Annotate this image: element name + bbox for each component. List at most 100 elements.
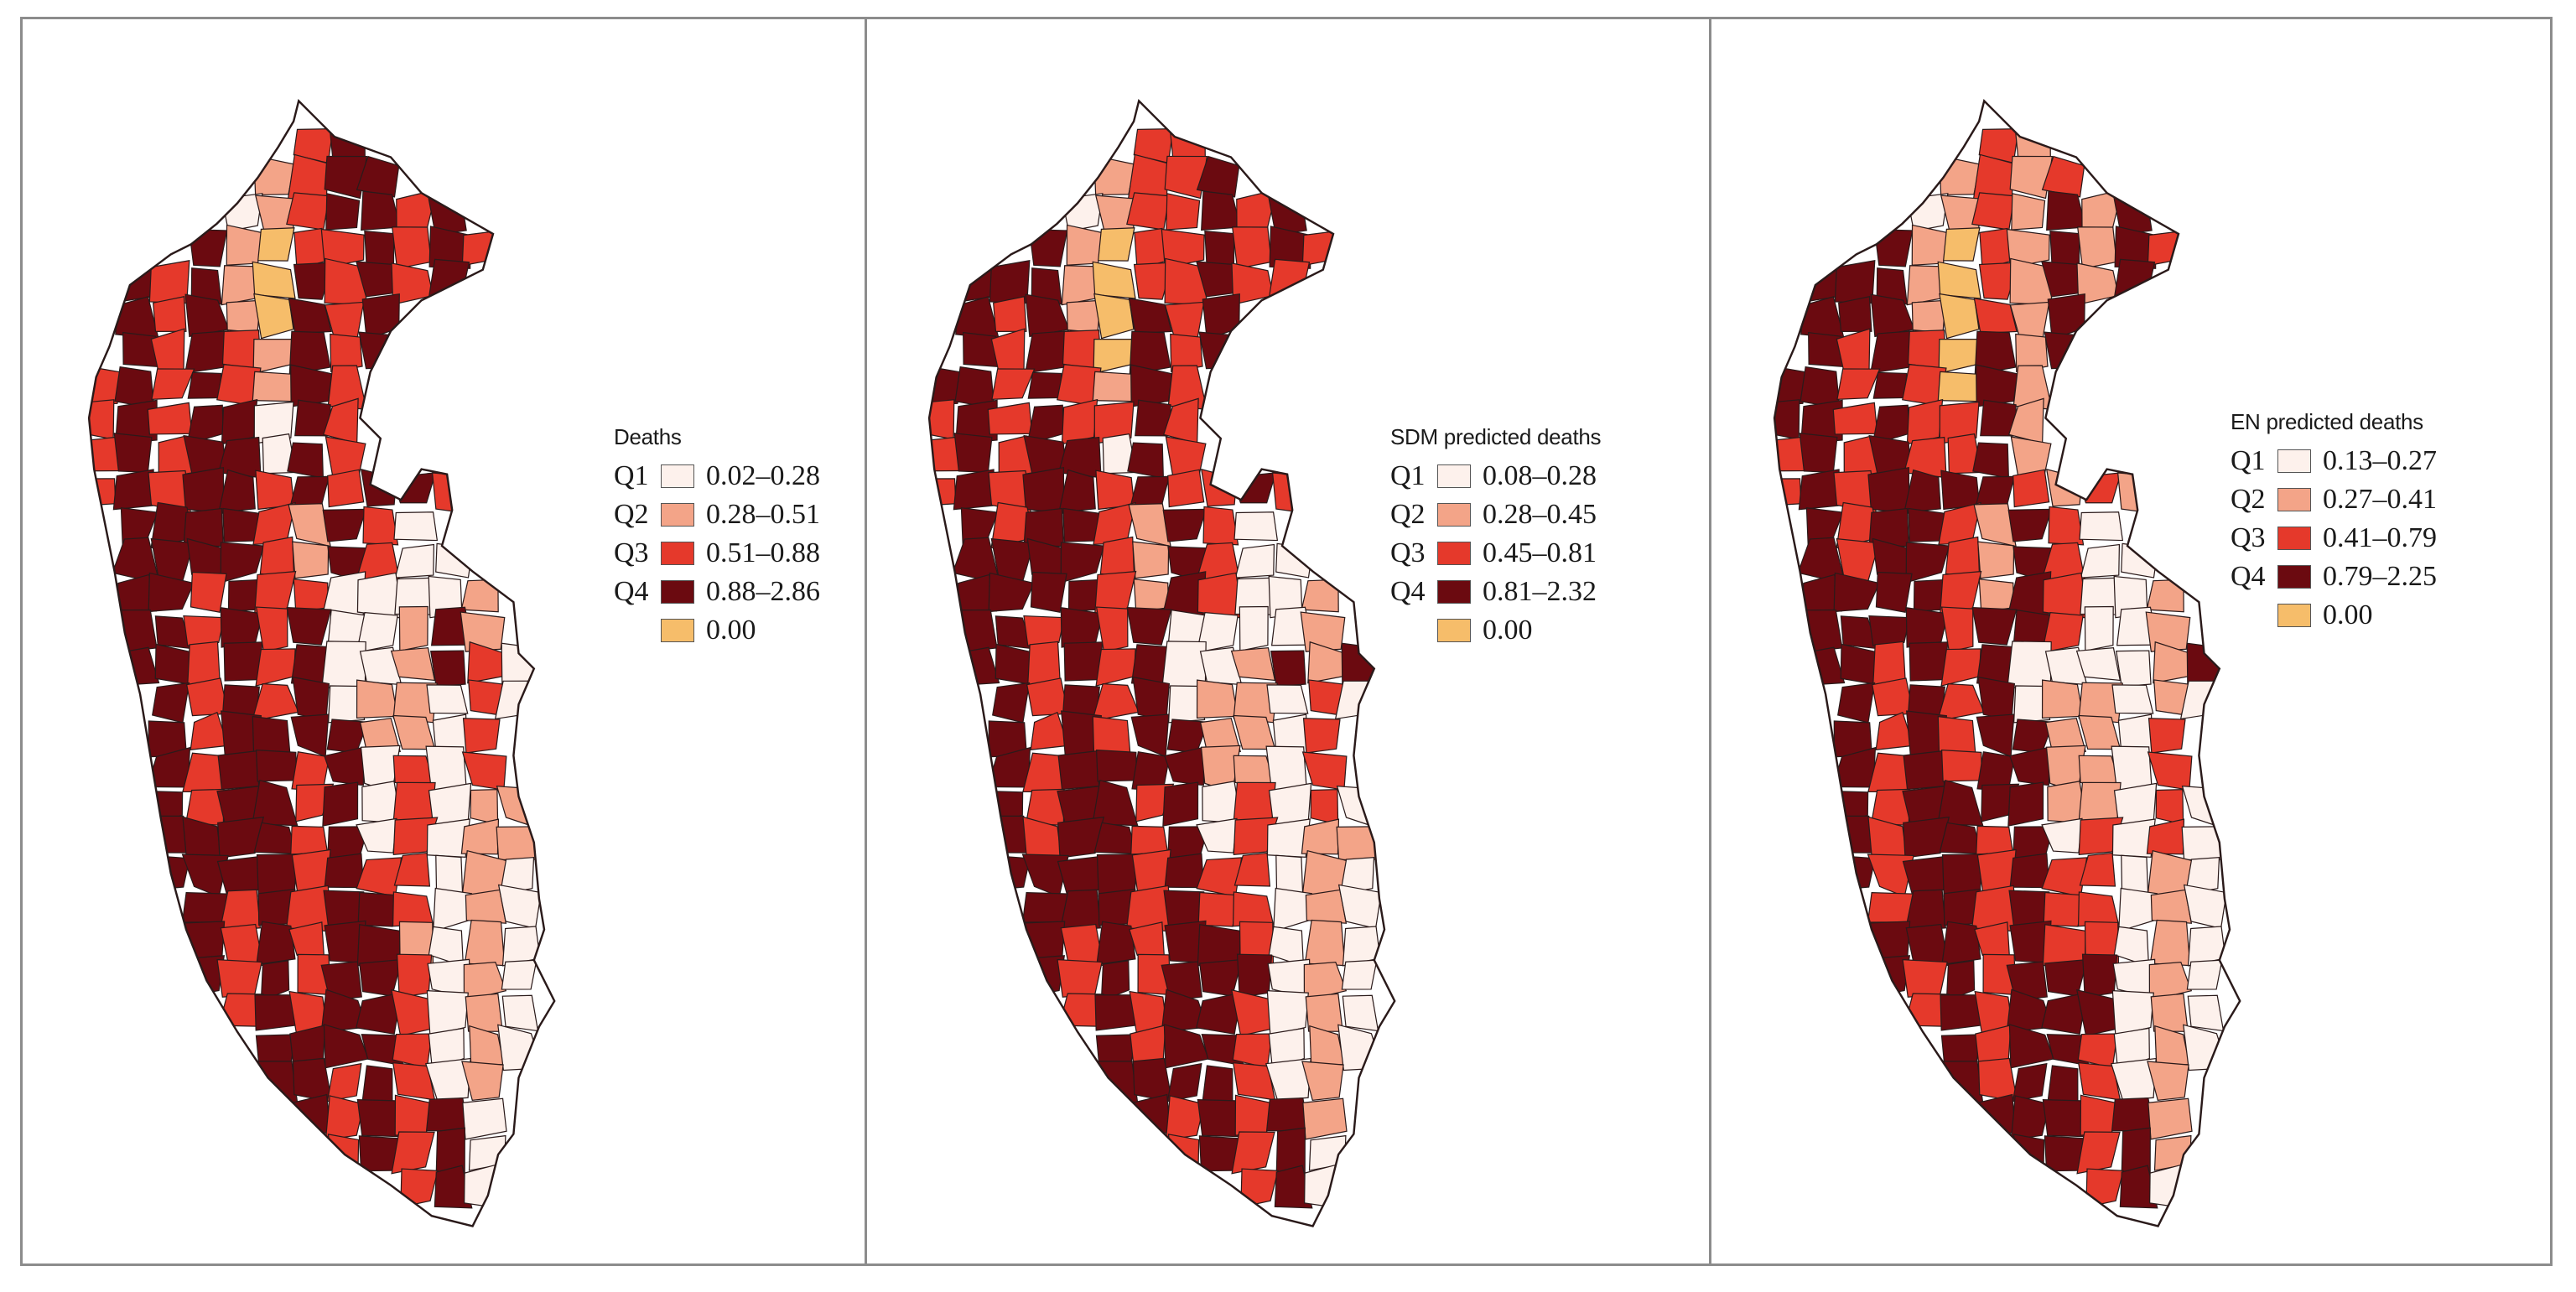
province-region xyxy=(289,364,333,407)
province-region xyxy=(326,1062,362,1103)
legend-item-zero: 0.00 xyxy=(614,611,820,650)
province-region xyxy=(2012,685,2051,724)
province-region xyxy=(1164,746,1205,786)
province-region xyxy=(2006,228,2050,268)
map-panel-en: EN predicted deaths Q1 0.13–0.27 Q2 0.27… xyxy=(1736,47,2532,1238)
province-region xyxy=(1130,825,1169,855)
province-region xyxy=(462,1097,507,1140)
legend-range: 0.00 xyxy=(706,615,756,646)
province-region xyxy=(1234,1094,1271,1136)
province-region xyxy=(955,296,1000,340)
province-region xyxy=(182,466,225,515)
province-region xyxy=(255,195,294,234)
province-region xyxy=(2111,818,2156,858)
province-region xyxy=(356,992,402,1035)
province-region xyxy=(1305,889,1348,924)
province-region xyxy=(1937,715,1976,756)
province-region xyxy=(393,511,439,542)
province-region xyxy=(153,295,187,333)
province-region xyxy=(1971,192,2015,231)
province-region xyxy=(115,399,158,444)
legend-swatch-q1 xyxy=(661,464,694,488)
province-region xyxy=(1873,229,1914,267)
legend-swatch-q4 xyxy=(2277,565,2311,589)
legend-range: 0.00 xyxy=(1483,615,1533,646)
province-region xyxy=(1126,606,1172,646)
province-region xyxy=(286,192,330,231)
province-region xyxy=(1871,677,1914,717)
province-region xyxy=(496,785,535,827)
legend-title: EN predicted deaths xyxy=(2231,409,2423,434)
legend-item-q1: Q1 0.08–0.28 xyxy=(1390,457,1601,496)
legend-swatch-q2 xyxy=(661,503,694,527)
province-region xyxy=(2012,1062,2048,1103)
province-region xyxy=(1197,924,1241,967)
province-region xyxy=(286,606,332,646)
province-region xyxy=(152,682,190,724)
province-region xyxy=(1095,648,1136,687)
province-region xyxy=(1911,299,1946,334)
legend-observed: Deaths Q1 0.02–0.28 Q2 0.28–0.51 Q3 0.51… xyxy=(614,424,820,650)
province-region xyxy=(953,433,993,473)
province-region xyxy=(1066,299,1101,334)
province-region xyxy=(1977,541,2015,579)
province-region xyxy=(2079,852,2116,887)
province-region xyxy=(1164,301,1205,340)
province-region xyxy=(2186,959,2223,990)
province-region xyxy=(221,398,258,445)
province-region xyxy=(1339,856,1375,895)
legend-en: EN predicted deaths Q1 0.13–0.27 Q2 0.27… xyxy=(2231,409,2437,635)
province-region xyxy=(2181,826,2225,861)
legend-swatch-zero xyxy=(2277,604,2311,627)
province-region xyxy=(430,650,466,688)
province-region xyxy=(955,399,998,444)
province-region xyxy=(2044,717,2087,752)
legend-swatch-q1 xyxy=(1437,464,1471,488)
province-region xyxy=(2084,605,2114,652)
province-region xyxy=(356,924,401,967)
legend-range: 0.28–0.51 xyxy=(706,499,820,530)
province-region xyxy=(1903,469,1941,513)
province-region xyxy=(1132,541,1170,579)
province-region xyxy=(952,609,998,652)
province-region xyxy=(2008,1024,2054,1069)
peru-map-observed xyxy=(87,99,556,1227)
peru-map-layer xyxy=(87,99,556,1227)
province-region xyxy=(392,891,434,927)
province-region xyxy=(1911,224,1948,266)
province-region xyxy=(1936,1061,1984,1104)
province-region xyxy=(1872,371,1908,399)
province-region xyxy=(1230,647,1276,682)
province-region xyxy=(460,579,499,613)
province-region xyxy=(362,506,399,546)
legend-item-q2: Q2 0.28–0.51 xyxy=(614,496,820,534)
country-outline xyxy=(87,99,556,1227)
province-region xyxy=(327,469,365,508)
province-region xyxy=(1800,296,1845,340)
legend-sdm: SDM predicted deaths Q1 0.08–0.28 Q2 0.2… xyxy=(1390,424,1602,650)
province-region xyxy=(1304,919,1346,967)
province-region xyxy=(1940,750,1983,782)
province-region xyxy=(364,230,395,267)
province-region xyxy=(428,226,471,269)
province-region xyxy=(1165,1095,1205,1141)
province-region xyxy=(356,155,400,198)
province-region xyxy=(1233,817,1279,856)
province-region xyxy=(1342,994,1379,1032)
province-region xyxy=(1198,331,1241,370)
province-region xyxy=(252,715,291,756)
province-region xyxy=(424,1057,471,1101)
province-region xyxy=(1943,227,1981,262)
province-region xyxy=(217,750,260,791)
province-region xyxy=(1937,261,1981,299)
province-region xyxy=(2116,650,2152,688)
province-region xyxy=(1092,261,1136,299)
province-region xyxy=(220,607,263,648)
province-region xyxy=(2148,961,2193,1002)
legend-range: 0.13–0.27 xyxy=(2323,445,2437,476)
province-region xyxy=(1231,1131,1275,1175)
province-region xyxy=(1833,572,1880,612)
province-region xyxy=(1026,677,1069,717)
province-region xyxy=(1024,330,1070,374)
legend-quartile-label: Q4 xyxy=(1390,576,1426,607)
